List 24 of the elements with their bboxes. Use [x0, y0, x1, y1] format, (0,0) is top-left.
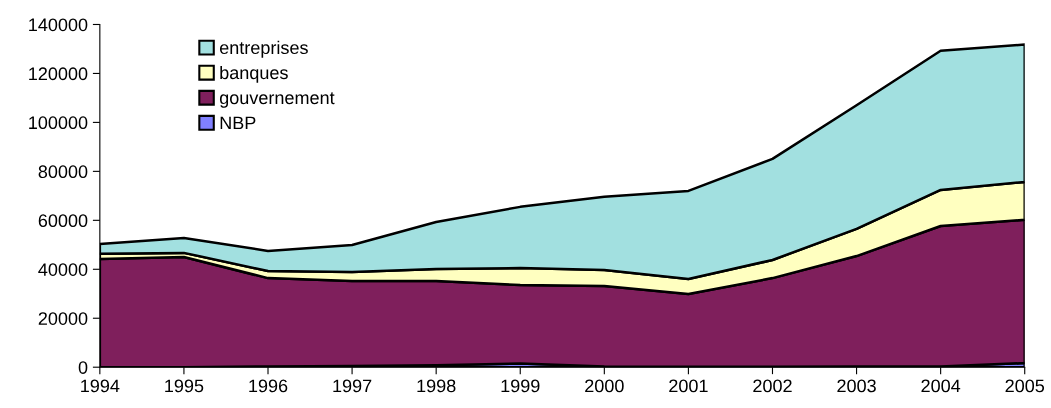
x-tick-label: 1997 — [333, 379, 372, 393]
y-tick-label: 40000 — [38, 263, 88, 276]
x-tick-label: 1996 — [249, 379, 288, 393]
y-tick-label: 120000 — [29, 67, 88, 81]
x-tick-label: 2002 — [753, 379, 792, 393]
x-tick-label: 1998 — [417, 379, 456, 393]
legend-label: entreprises — [219, 40, 308, 58]
x-tick-label: 1994 — [81, 379, 120, 393]
x-tick-label: 1999 — [501, 379, 540, 393]
y-tick-label: 20000 — [38, 312, 88, 325]
legend-label: NBP — [220, 116, 256, 130]
x-tick-label: 2000 — [585, 379, 624, 393]
y-tick-label: 140000 — [29, 18, 88, 32]
y-tick-label: 80000 — [38, 165, 88, 179]
x-tick-label: 2004 — [921, 379, 961, 393]
legend-label: banques — [220, 65, 288, 83]
y-tick-label: 0 — [78, 361, 88, 374]
x-tick-label: 2003 — [837, 379, 876, 393]
y-tick-label: 60000 — [38, 214, 88, 228]
x-tick-label: 1995 — [165, 379, 204, 393]
x-tick-label: 2005 — [1005, 379, 1045, 393]
y-tick-label: 100000 — [29, 116, 88, 130]
x-tick-label: 2001 — [669, 379, 708, 393]
legend-label: gouvernement — [219, 92, 335, 108]
